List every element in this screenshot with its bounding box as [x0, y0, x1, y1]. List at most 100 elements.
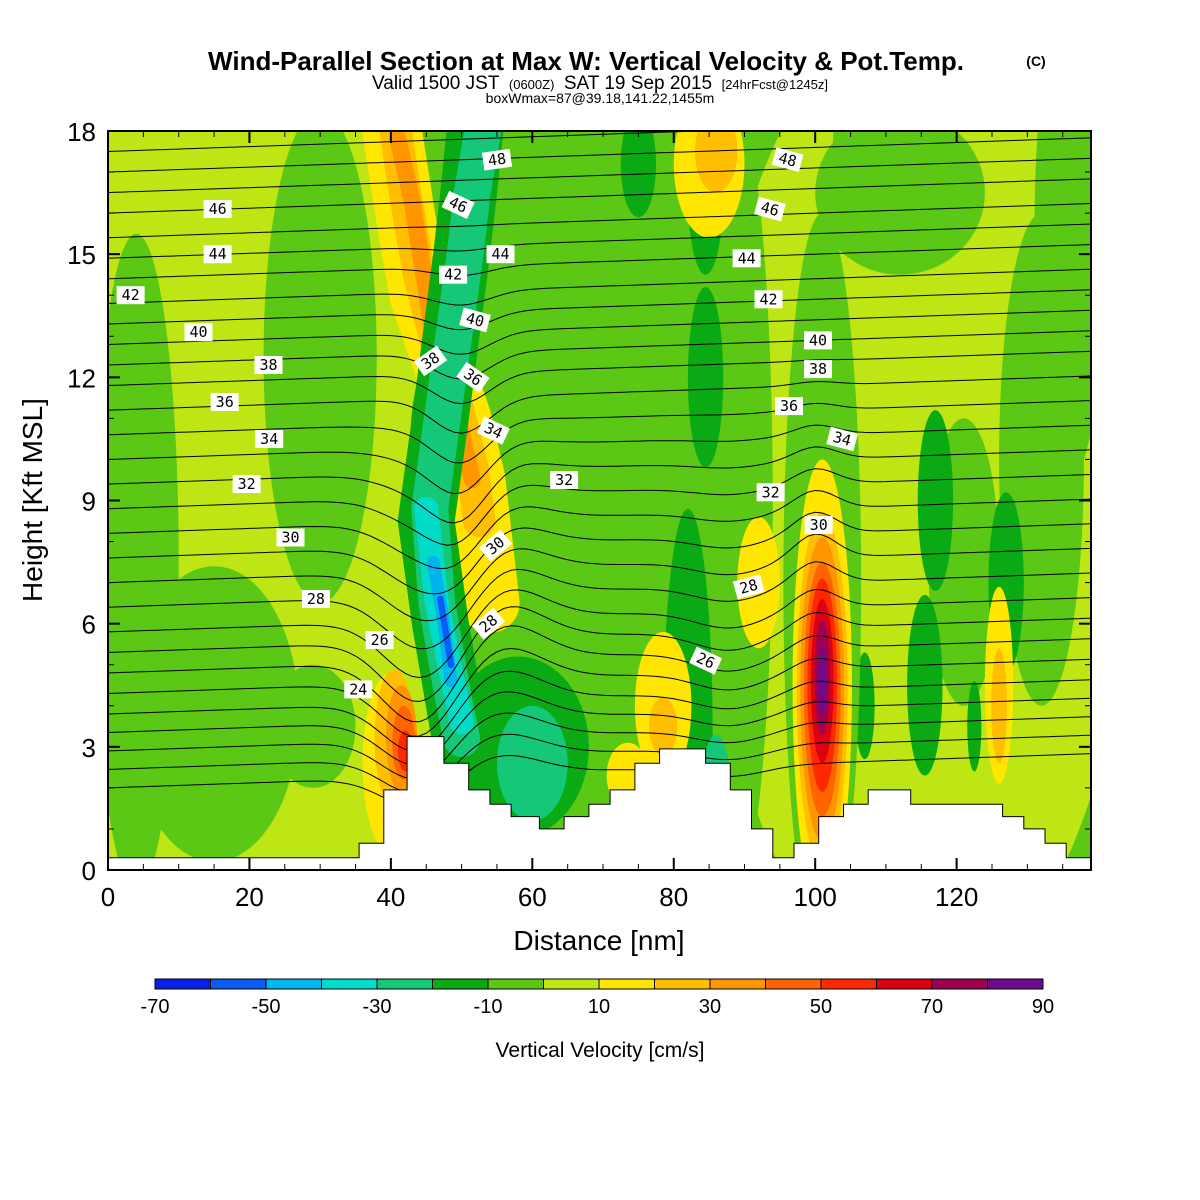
- vertical-velocity-field: [108, 131, 1091, 870]
- y-tick-label: 3: [82, 733, 96, 763]
- contour-label-text: 34: [831, 428, 853, 450]
- contour-label-34: 28: [732, 574, 765, 600]
- contour-label-box: [471, 607, 506, 640]
- colorbar-swatch-0: [154, 978, 211, 990]
- y-tick-label: 9: [82, 487, 96, 517]
- contour-label-box: [210, 393, 239, 411]
- colorbar-swatch-5: [432, 978, 489, 990]
- contour-label-30: 36: [775, 397, 803, 416]
- chart-title: Wind-Parallel Section at Max W: Vertical…: [208, 46, 964, 76]
- contour-label-text: 44: [209, 245, 227, 263]
- colorbar-swatch-3: [321, 978, 378, 990]
- y-tick-label: 6: [82, 610, 96, 640]
- theta-contour-26: [108, 625, 1091, 723]
- colorbar-swatch-10: [709, 978, 766, 990]
- x-tick-label: 100: [793, 882, 836, 912]
- theta-contour-22: [108, 712, 1091, 780]
- contour-label-text: 48: [487, 150, 507, 170]
- contour-label-19: 28: [301, 590, 330, 608]
- contour-label-26: 44: [732, 249, 761, 268]
- contour-label-text: 40: [809, 331, 827, 349]
- contour-label-box: [732, 249, 761, 268]
- contour-label-1: 46: [203, 200, 232, 218]
- w-cell-11: [496, 705, 568, 821]
- theta-contour-36: [108, 400, 1091, 464]
- w-cell-33: [649, 697, 678, 756]
- contour-label-box: [441, 190, 475, 219]
- theta-contour-44: [108, 223, 1091, 259]
- contour-label-text: 46: [446, 193, 470, 217]
- x-tick-label: 20: [235, 882, 264, 912]
- terrain-profile: [108, 736, 1091, 870]
- contour-label-5: 42: [116, 286, 145, 305]
- contour-label-box: [254, 356, 283, 374]
- contour-label-text: 32: [238, 475, 256, 493]
- contour-label-24: 48: [771, 147, 804, 173]
- contour-label-21: 26: [365, 631, 394, 650]
- colorbar-tick-label: -10: [474, 996, 503, 1018]
- contour-label-9: 38: [254, 356, 283, 374]
- contour-label-6: 42: [439, 265, 468, 284]
- contour-label-box: [732, 574, 765, 600]
- contour-label-14: 34: [476, 416, 510, 445]
- contour-label-box: [184, 323, 213, 342]
- w-cell-31: [967, 681, 982, 772]
- contour-label-text: 40: [464, 309, 486, 331]
- contour-label-text: 28: [307, 590, 325, 608]
- contour-label-box: [456, 361, 490, 393]
- valid-date: SAT 19 Sep 2015: [564, 73, 712, 94]
- contour-label-box: [344, 680, 373, 699]
- x-tick-label: 0: [101, 882, 115, 912]
- colorbar-tick-label: -70: [141, 996, 170, 1018]
- contour-label-box: [365, 631, 394, 650]
- colorbar-label: Vertical Velocity [cm/s]: [496, 1039, 705, 1062]
- theta-contour-20: [108, 753, 1091, 808]
- contour-label-text: 28: [738, 576, 760, 598]
- contour-label-box: [754, 196, 786, 222]
- colorbar-tick-label: 90: [1032, 996, 1054, 1018]
- theta-contour-45: [108, 203, 1091, 239]
- x-tick-label: 80: [659, 882, 688, 912]
- contour-label-box: [203, 245, 232, 264]
- theta-contour-31: [108, 511, 1091, 595]
- contour-label-7: 40: [184, 323, 213, 342]
- colorbar-swatch-15: [987, 978, 1044, 990]
- contour-label-text: 34: [260, 430, 278, 448]
- chart-subtitle-box: boxWmax=87@39.18,141.22,1455m: [486, 90, 715, 106]
- contour-label-29: 38: [804, 360, 832, 379]
- theta-contour-23: [108, 691, 1091, 766]
- colorbar-swatch-12: [820, 978, 877, 990]
- y-tick-label: 0: [82, 856, 96, 886]
- contour-label-text: 30: [281, 529, 299, 547]
- w-cell-50: [694, 131, 738, 193]
- chart-title-block: Wind-Parallel Section at Max W: Vertical…: [208, 46, 1046, 106]
- contour-label-22: 26: [689, 646, 723, 675]
- contour-label-31: 34: [826, 426, 858, 452]
- contour-label-box: [486, 245, 515, 264]
- contour-label-box: [439, 265, 468, 284]
- contour-label-box: [413, 345, 448, 377]
- contour-label-27: 42: [754, 290, 783, 309]
- w-cell-17: [917, 410, 954, 591]
- contour-label-25: 46: [754, 196, 786, 222]
- theta-contour-28: [108, 588, 1091, 679]
- contour-label-text: 32: [762, 483, 780, 501]
- w-cell-30: [991, 648, 1007, 764]
- valid-time: Valid 1500 JST: [372, 73, 500, 94]
- colorbar-tick-label: -50: [252, 996, 281, 1018]
- theta-contour-47: [108, 157, 1091, 194]
- contour-label-text: 42: [759, 290, 777, 308]
- colorbar-swatch-2: [265, 978, 322, 990]
- y-tick-label: 12: [67, 363, 96, 393]
- theta-contour-41: [108, 289, 1091, 331]
- contour-label-32: 32: [756, 483, 785, 502]
- terrain: [108, 736, 1091, 870]
- w-cell-15: [620, 131, 657, 218]
- contour-label-box: [689, 646, 723, 675]
- y-tick-label: 15: [67, 240, 96, 270]
- contour-label-2: 46: [441, 190, 475, 219]
- contour-label-text: 30: [810, 516, 828, 534]
- w-cell-25: [832, 131, 897, 255]
- contour-label-box: [478, 529, 513, 562]
